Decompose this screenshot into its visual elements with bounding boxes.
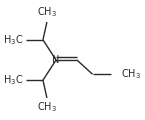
Text: H$_3$C: H$_3$C bbox=[3, 73, 23, 87]
Text: CH$_3$: CH$_3$ bbox=[37, 6, 57, 19]
Text: CH$_3$: CH$_3$ bbox=[121, 67, 141, 81]
Text: H$_3$C: H$_3$C bbox=[3, 33, 23, 47]
Text: CH$_3$: CH$_3$ bbox=[37, 101, 57, 114]
Text: N: N bbox=[52, 55, 60, 65]
